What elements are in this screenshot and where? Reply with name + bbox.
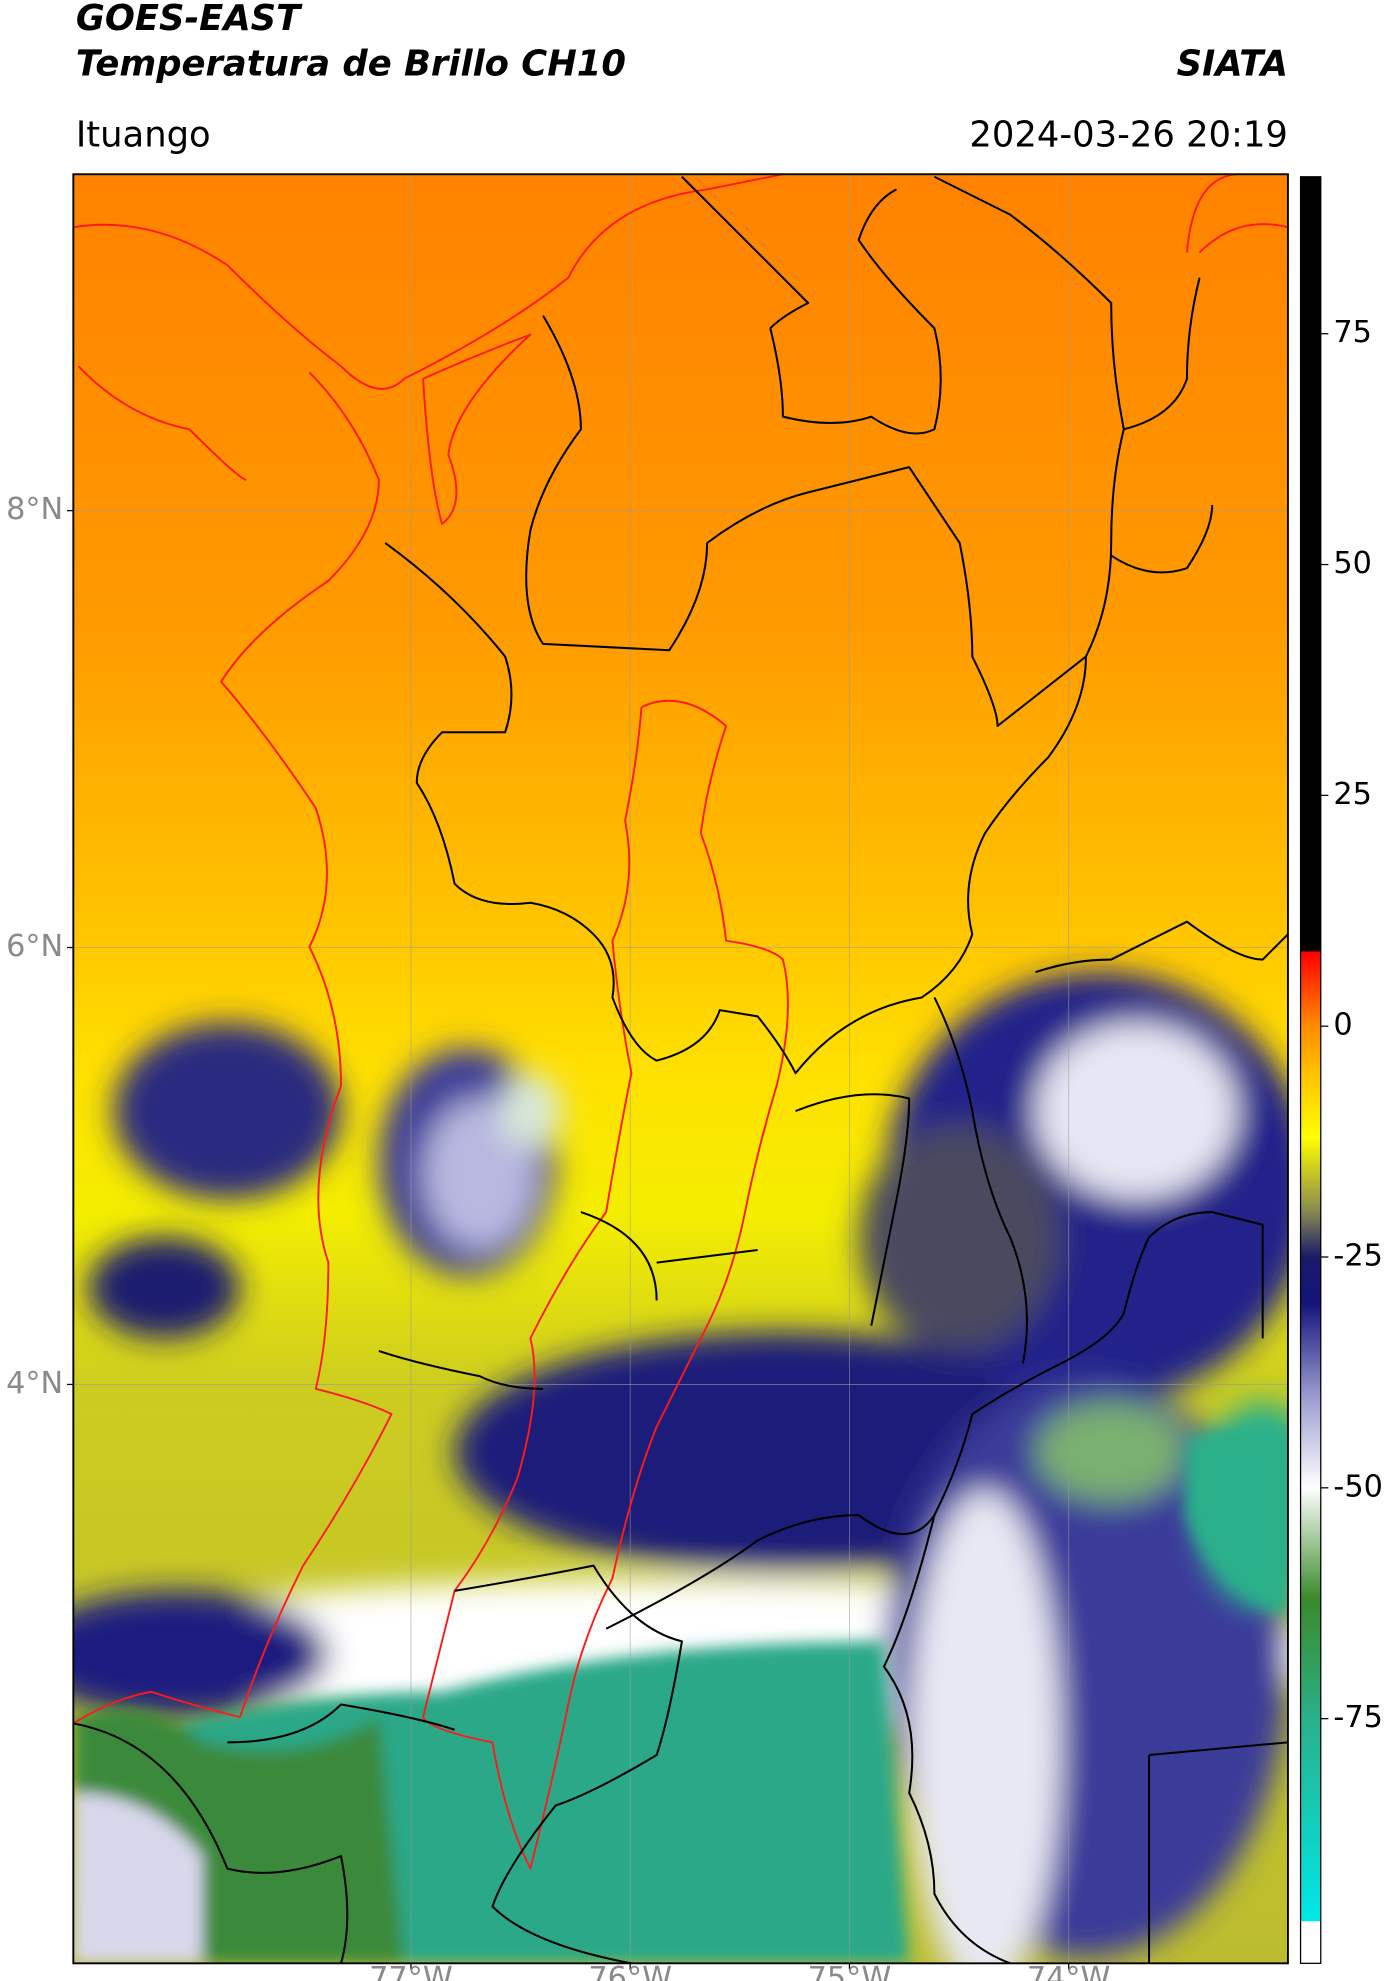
x-tick-label: 77°W bbox=[369, 1961, 453, 1981]
colorbar-tick-label: 0 bbox=[1333, 1008, 1352, 1043]
boundaries bbox=[73, 174, 1288, 1964]
colorbar-tick-label: -25 bbox=[1333, 1239, 1382, 1274]
colorbar-tick-label: -50 bbox=[1333, 1469, 1382, 1504]
map-frame bbox=[72, 173, 1289, 1965]
colorbar-tick-label: -75 bbox=[1333, 1700, 1382, 1735]
y-tick-label: 4°N bbox=[6, 1366, 63, 1401]
location: Ituango bbox=[76, 114, 211, 155]
colorbar bbox=[1299, 176, 1322, 1964]
x-tick-label: 75°W bbox=[808, 1961, 892, 1981]
colorbar-tick-label: 25 bbox=[1333, 777, 1372, 812]
graticule bbox=[73, 174, 1288, 1964]
imagery bbox=[73, 174, 1288, 1964]
y-tick-label: 6°N bbox=[6, 929, 63, 964]
x-tick-label: 76°W bbox=[588, 1961, 672, 1981]
x-tick-label: 74°W bbox=[1027, 1961, 1111, 1981]
source: SIATA bbox=[1177, 44, 1288, 85]
colorbar-tick-label: 75 bbox=[1333, 315, 1372, 350]
subtitle: Temperatura de Brillo CH10 bbox=[76, 44, 626, 85]
title: GOES-EAST bbox=[76, 0, 303, 39]
colorbar-ticks: -75 -50 -25 0 25 50 75 bbox=[1320, 315, 1383, 1735]
colorbar-tick-label: 50 bbox=[1333, 546, 1372, 581]
y-tick-label: 8°N bbox=[6, 492, 63, 527]
datetime: 2024-03-26 20:19 bbox=[969, 114, 1288, 155]
